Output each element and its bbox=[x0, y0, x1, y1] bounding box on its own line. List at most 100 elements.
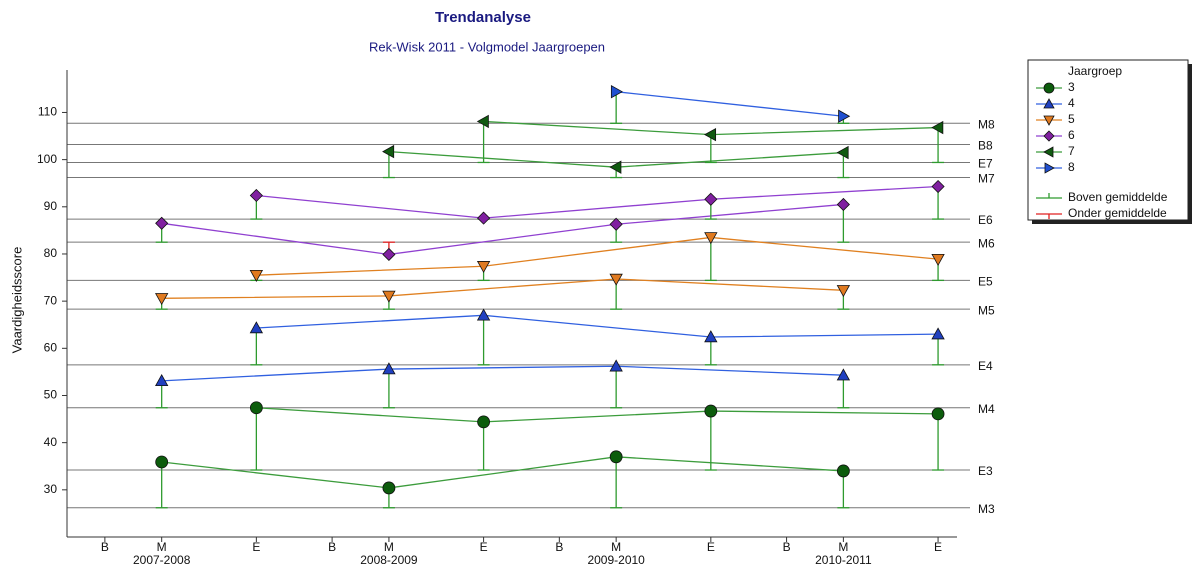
point bbox=[836, 368, 851, 381]
y-tick-label: 50 bbox=[44, 388, 58, 402]
legend-label: 3 bbox=[1068, 80, 1075, 94]
point bbox=[249, 401, 263, 415]
point bbox=[704, 232, 718, 245]
y-tick-label: 100 bbox=[37, 152, 57, 166]
reference-label: E3 bbox=[978, 464, 993, 478]
series-line bbox=[256, 236, 939, 276]
point bbox=[249, 321, 264, 334]
point bbox=[704, 330, 718, 343]
point bbox=[931, 179, 945, 194]
legend-label: 7 bbox=[1068, 144, 1075, 158]
point bbox=[155, 216, 169, 230]
point bbox=[477, 211, 491, 225]
point bbox=[931, 327, 945, 340]
legend-marker bbox=[1043, 115, 1055, 126]
point bbox=[836, 197, 850, 212]
point bbox=[155, 455, 169, 469]
series-line bbox=[161, 278, 844, 299]
series-line bbox=[161, 365, 844, 382]
legend-label: 6 bbox=[1068, 128, 1075, 142]
legend bbox=[1027, 59, 1189, 221]
y-tick-label: 110 bbox=[38, 105, 57, 119]
reference-label: E4 bbox=[978, 359, 993, 373]
point bbox=[610, 85, 623, 99]
x-tick-label: E bbox=[252, 540, 260, 554]
reference-label: M8 bbox=[978, 117, 995, 131]
point bbox=[249, 269, 264, 283]
x-tick-label: M bbox=[157, 540, 167, 554]
x-tick-label: B bbox=[783, 540, 791, 554]
legend-label: Boven gemiddelde bbox=[1068, 190, 1168, 204]
legend-label: Onder gemiddelde bbox=[1068, 206, 1167, 220]
reference-label: B8 bbox=[978, 139, 993, 153]
x-group-label: 2009-2010 bbox=[587, 553, 645, 565]
y-tick-label: 80 bbox=[44, 246, 58, 260]
point bbox=[931, 120, 944, 135]
legend-marker bbox=[1044, 162, 1055, 174]
reference-label: E5 bbox=[978, 275, 993, 289]
reference-label: E7 bbox=[978, 157, 993, 171]
reference-label: M4 bbox=[978, 402, 995, 416]
reference-label: M5 bbox=[978, 303, 995, 317]
y-tick-label: 60 bbox=[44, 340, 58, 354]
x-tick-label: B bbox=[328, 540, 336, 554]
point bbox=[836, 145, 849, 160]
point bbox=[836, 464, 850, 478]
point bbox=[476, 261, 491, 274]
series-line bbox=[161, 456, 844, 489]
legend-title: Jaargroep bbox=[1068, 64, 1122, 78]
point bbox=[704, 127, 717, 142]
reference-label: M7 bbox=[978, 172, 995, 186]
series-line bbox=[256, 314, 939, 338]
y-tick-label: 70 bbox=[44, 293, 58, 307]
point bbox=[155, 293, 169, 306]
point bbox=[931, 407, 945, 421]
point bbox=[836, 285, 851, 298]
x-tick-label: B bbox=[555, 540, 563, 554]
x-tick-label: M bbox=[611, 540, 621, 554]
point bbox=[382, 247, 396, 262]
point bbox=[249, 188, 263, 203]
point bbox=[382, 144, 395, 159]
x-tick-label: E bbox=[707, 540, 715, 554]
point bbox=[477, 415, 490, 429]
series-line bbox=[161, 203, 844, 256]
y-tick-label: 90 bbox=[44, 199, 58, 213]
reference-label: M6 bbox=[978, 236, 995, 250]
point bbox=[704, 192, 718, 206]
reference-label: M3 bbox=[978, 502, 995, 516]
point bbox=[155, 374, 169, 387]
x-group-label: 2007-2008 bbox=[133, 553, 191, 565]
point bbox=[931, 253, 945, 266]
legend-marker bbox=[1043, 130, 1055, 142]
chart-title: Trendanalyse bbox=[435, 9, 531, 26]
x-tick-label: E bbox=[480, 540, 488, 554]
reference-label: E6 bbox=[978, 213, 993, 227]
chart-subtitle: Rek-Wisk 2011 - Volgmodel Jaargroepen bbox=[369, 39, 605, 54]
legend-marker bbox=[1043, 146, 1054, 158]
x-tick-label: E bbox=[934, 540, 942, 554]
point bbox=[476, 308, 491, 321]
y-tick-label: 30 bbox=[44, 482, 58, 496]
point bbox=[609, 450, 623, 464]
x-tick-label: M bbox=[384, 540, 394, 554]
series-line bbox=[256, 407, 939, 423]
point bbox=[609, 273, 623, 286]
legend-label: 8 bbox=[1068, 160, 1075, 174]
y-tick-label: 40 bbox=[44, 435, 58, 449]
legend-label: 4 bbox=[1068, 96, 1075, 110]
point bbox=[838, 109, 851, 123]
x-group-label: 2008-2009 bbox=[360, 553, 418, 565]
point bbox=[382, 481, 396, 495]
point bbox=[382, 290, 396, 303]
x-group-label: 2010-2011 bbox=[815, 553, 872, 565]
series-line bbox=[256, 185, 939, 219]
legend-marker bbox=[1043, 82, 1055, 94]
point bbox=[382, 362, 396, 375]
x-tick-label: B bbox=[101, 540, 109, 554]
point bbox=[609, 217, 623, 231]
series-line bbox=[616, 91, 844, 117]
y-axis-label: Vaardigheidsscore bbox=[9, 247, 24, 354]
x-tick-label: M bbox=[838, 540, 848, 554]
